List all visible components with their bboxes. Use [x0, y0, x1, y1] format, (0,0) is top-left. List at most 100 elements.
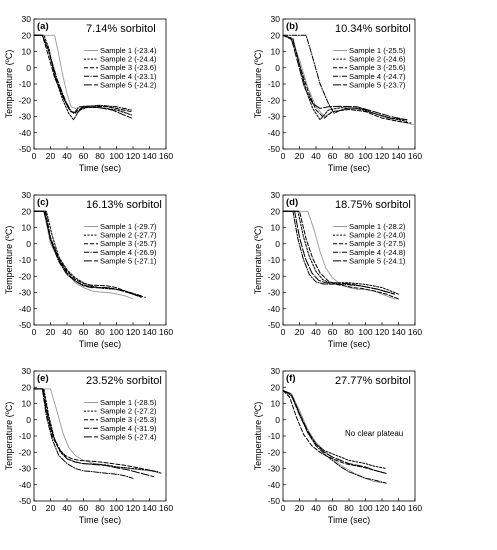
legend-entry: Sample 4 (-24.7) — [349, 72, 406, 81]
x-tick-label: 60 — [328, 503, 338, 513]
x-tick-label: 160 — [159, 503, 173, 513]
panel-label: (c) — [37, 197, 49, 208]
x-tick-label: 60 — [328, 327, 338, 337]
legend-entry: Sample 5 (-27.1) — [100, 256, 157, 265]
x-tick-label: 160 — [159, 327, 173, 337]
y-axis-label: Temperature (ºC) — [253, 402, 263, 471]
y-tick-label: -20 — [19, 95, 32, 105]
x-tick-label: 20 — [46, 327, 56, 337]
y-tick-label: -20 — [19, 447, 32, 457]
x-tick-label: 60 — [79, 503, 89, 513]
y-tick-label: -20 — [19, 271, 32, 281]
y-tick-label: 10 — [22, 399, 32, 409]
y-tick-label: -40 — [268, 128, 281, 138]
y-tick-label: 20 — [271, 30, 281, 40]
y-tick-label: 30 — [271, 190, 281, 200]
x-tick-label: 80 — [344, 327, 354, 337]
panel-label: (e) — [37, 373, 49, 384]
legend-entry: Sample 4 (-24.8) — [349, 248, 406, 257]
panel-title: 23.52% sorbitol — [86, 375, 162, 387]
series-line-5 — [33, 388, 155, 478]
x-tick-label: 80 — [95, 151, 105, 161]
x-tick-label: 140 — [391, 327, 405, 337]
y-tick-label: 0 — [275, 239, 280, 249]
series-line-3 — [33, 388, 159, 473]
y-tick-label: 10 — [271, 47, 281, 57]
x-tick-label: 100 — [109, 151, 123, 161]
legend-entry: Sample 3 (-23.6) — [100, 63, 157, 72]
legend-entry: Sample 2 (-24.0) — [349, 231, 406, 240]
chart-panel-f: 0 20 40 60 80 100 120 140 160 -50 -40 -30 -20 -10 0 10 2… — [253, 366, 422, 525]
series-line-3 — [282, 34, 412, 124]
series-line-5 — [33, 34, 132, 119]
legend-entry: Sample 4 (-23.1) — [100, 72, 157, 81]
y-tick-label: -50 — [19, 496, 32, 506]
y-axis-label: Temperature (ºC) — [4, 226, 14, 295]
series-line-4 — [33, 388, 134, 479]
x-tick-label: 20 — [295, 327, 305, 337]
legend-entry: Sample 1 (-29.7) — [100, 222, 157, 231]
x-tick-label: 0 — [32, 327, 37, 337]
y-tick-label: 20 — [22, 30, 32, 40]
panel-label: (a) — [37, 21, 49, 32]
annotation-text: No clear plateau — [345, 429, 403, 438]
legend: Sample 1 (-25.5)Sample 2 (-24.6)Sample 3… — [333, 46, 406, 89]
x-tick-label: 100 — [358, 327, 372, 337]
chart-panel-a: 0 20 40 60 80 100 120 140 160 -50 -40 -30 -20 -10 0 10 2… — [4, 14, 173, 173]
legend-entry: Sample 1 (-25.5) — [349, 46, 406, 55]
y-axis-label: Temperature (ºC) — [4, 402, 14, 471]
legend-entry: Sample 5 (-23.7) — [349, 80, 406, 89]
panel-label: (b) — [286, 21, 298, 32]
y-tick-label: -40 — [19, 480, 32, 490]
y-tick-label: 10 — [22, 223, 32, 233]
legend-entry: Sample 1 (-28.5) — [100, 398, 157, 407]
chart-panel-e: 0 20 40 60 80 100 120 140 160 -50 -40 -30 -20 -10 0 10 2… — [4, 366, 173, 525]
y-tick-label: -10 — [268, 431, 281, 441]
legend-entry: Sample 2 (-27.2) — [100, 407, 157, 416]
x-tick-label: 120 — [126, 151, 140, 161]
x-tick-label: 140 — [142, 327, 156, 337]
panel-title: 10.34% sorbitol — [335, 23, 411, 35]
legend: Sample 1 (-29.7)Sample 2 (-27.7)Sample 3… — [84, 222, 157, 265]
legend-entry: Sample 5 (-24.2) — [100, 80, 157, 89]
panel-title: 16.13% sorbitol — [86, 199, 162, 211]
x-tick-label: 160 — [408, 503, 422, 513]
y-tick-label: 30 — [22, 366, 32, 376]
y-tick-label: -20 — [268, 271, 281, 281]
x-tick-label: 20 — [46, 503, 56, 513]
y-tick-label: -30 — [19, 464, 32, 474]
y-axis-label: Temperature (ºC) — [253, 50, 263, 119]
legend-entry: Sample 5 (-24.1) — [349, 256, 406, 265]
y-axis-label: Temperature (ºC) — [253, 226, 263, 295]
x-tick-label: 80 — [95, 327, 105, 337]
y-tick-label: 0 — [26, 239, 31, 249]
x-tick-label: 120 — [375, 327, 389, 337]
x-tick-label: 100 — [109, 327, 123, 337]
x-tick-label: 140 — [142, 151, 156, 161]
legend: Sample 1 (-23.4)Sample 2 (-24.4)Sample 3… — [84, 46, 157, 89]
x-tick-label: 80 — [344, 151, 354, 161]
legend-entry: Sample 2 (-27.7) — [100, 231, 157, 240]
x-tick-label: 100 — [358, 503, 372, 513]
y-tick-label: -30 — [19, 112, 32, 122]
x-tick-label: 140 — [391, 151, 405, 161]
x-tick-label: 120 — [375, 151, 389, 161]
x-tick-label: 20 — [295, 503, 305, 513]
chart-panel-b: 0 20 40 60 80 100 120 140 160 -50 -40 -30 -20 -10 0 10 2… — [253, 14, 422, 173]
series-line-5 — [282, 210, 395, 295]
legend-entry: Sample 3 (-25.3) — [100, 415, 157, 424]
y-tick-label: 0 — [275, 63, 280, 73]
y-tick-label: -50 — [19, 144, 32, 154]
chart-panel-d: 0 20 40 60 80 100 120 140 160 -50 -40 -30 -20 -10 0 10 2… — [253, 190, 422, 349]
y-tick-label: -30 — [268, 112, 281, 122]
x-tick-label: 0 — [32, 503, 37, 513]
x-tick-label: 0 — [281, 327, 286, 337]
series-line-2 — [282, 210, 399, 295]
x-tick-label: 40 — [62, 151, 72, 161]
x-axis-label: Time (sec) — [328, 515, 370, 525]
x-tick-label: 40 — [311, 327, 321, 337]
y-tick-label: 30 — [271, 14, 281, 24]
y-tick-label: 20 — [22, 206, 32, 216]
x-axis-label: Time (sec) — [79, 339, 121, 349]
y-tick-label: 10 — [22, 47, 32, 57]
